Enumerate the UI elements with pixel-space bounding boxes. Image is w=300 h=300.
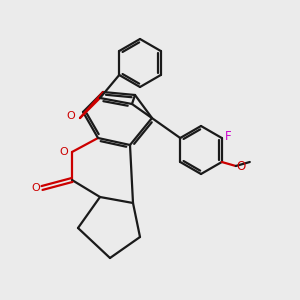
Text: O: O [59, 147, 68, 157]
Text: F: F [225, 130, 231, 142]
Text: O: O [66, 111, 75, 121]
Text: O: O [31, 183, 40, 193]
Text: O: O [237, 160, 246, 173]
